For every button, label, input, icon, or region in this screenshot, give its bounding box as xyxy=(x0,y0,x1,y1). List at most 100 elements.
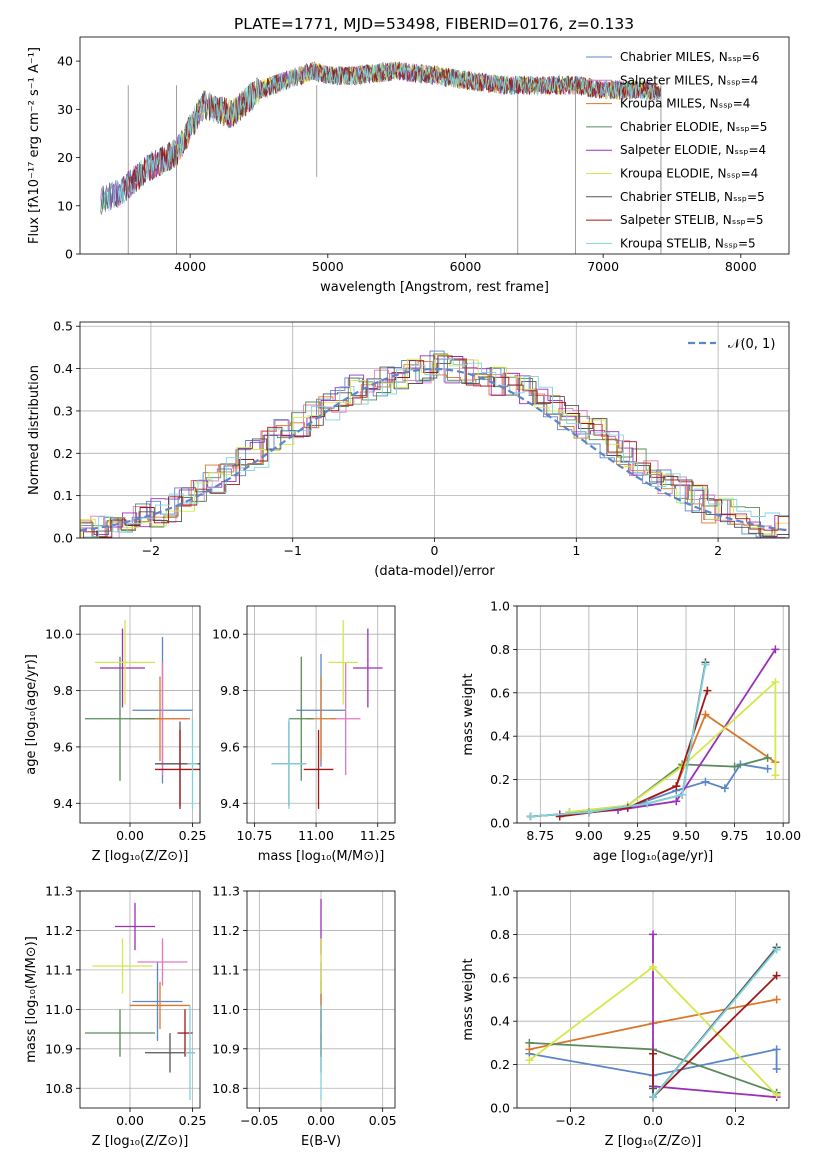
x-tick-label: 8000 xyxy=(725,259,757,274)
mass-weight-marker xyxy=(771,677,780,686)
mass-weight-marker xyxy=(703,686,712,695)
plot-frame xyxy=(246,890,396,1109)
spectra-group xyxy=(100,60,662,254)
legend-entry: Chabrier ELODIE, Nₛₛₚ=5 xyxy=(620,120,767,134)
y-axis-label: mass [log₁₀(M/M⊙)] xyxy=(24,936,39,1063)
y-tick-label: 0.2 xyxy=(53,446,73,461)
x-tick-label: 0.00 xyxy=(116,828,144,843)
y-tick-label: 9.4 xyxy=(53,796,73,811)
plot-frame xyxy=(516,890,790,1109)
y-tick-label: 0.4 xyxy=(490,729,510,744)
legend-entry: Kroupa ELODIE, Nₛₛₚ=4 xyxy=(620,167,758,181)
legend-entry: Kroupa STELIB, Nₛₛₚ=5 xyxy=(620,236,756,250)
mass-weight-line xyxy=(529,1048,778,1077)
x-tick-label: 0.2 xyxy=(725,1113,745,1128)
legend-entry: 𝒩(0, 1) xyxy=(728,337,775,352)
x-tick-label: 0.00 xyxy=(307,1113,335,1128)
mass-weight-marker xyxy=(672,797,681,806)
histogram-step xyxy=(80,360,787,538)
x-tick-label: 9.75 xyxy=(721,828,749,843)
x-tick-label: 9.00 xyxy=(575,828,603,843)
y-axis-label: Flux [fλ10⁻¹⁷ erg cm⁻² s⁻¹ A⁻¹] xyxy=(27,47,42,244)
mass-weight-marker xyxy=(672,782,681,791)
histogram-step xyxy=(84,358,789,538)
y-tick-label: 0.2 xyxy=(490,772,510,787)
y-tick-label: 11.1 xyxy=(212,962,240,977)
x-tick-label: −0.2 xyxy=(555,1113,585,1128)
x-axis-label: Z [log₁₀(Z/Z⊙)] xyxy=(92,1134,189,1149)
x-tick-label: 4000 xyxy=(174,259,206,274)
x-axis-label: wavelength [Angstrom, rest frame] xyxy=(320,280,549,295)
x-axis-label: (data-model)/error xyxy=(374,564,495,579)
x-tick-label: 8.75 xyxy=(526,828,554,843)
x-tick-label: 5000 xyxy=(312,259,344,274)
mass-weight-marker xyxy=(649,1084,657,1093)
mass-weight-marker xyxy=(772,945,781,954)
y-axis-label: age [log₁₀(age/yr)] xyxy=(24,654,39,775)
x-tick-label: 0.00 xyxy=(116,1113,144,1128)
legend-entry: Salpeter ELODIE, Nₛₛₚ=4 xyxy=(620,143,766,157)
x-tick-label: −1 xyxy=(283,543,301,558)
y-tick-label: 0.4 xyxy=(53,361,73,376)
plot-frame xyxy=(79,321,790,539)
y-tick-label: 11.3 xyxy=(212,884,240,899)
x-tick-label: 10.00 xyxy=(765,828,801,843)
y-tick-label: 0.5 xyxy=(53,319,73,334)
y-tick-label: 11.1 xyxy=(45,962,73,977)
histogram-group xyxy=(80,350,789,538)
y-tick-label: 30 xyxy=(57,102,73,117)
y-axis-label: mass weight xyxy=(461,673,476,755)
y-tick-label: 9.8 xyxy=(220,683,240,698)
y-tick-label: 0.8 xyxy=(490,927,510,942)
histogram-step xyxy=(80,353,788,538)
y-tick-label: 11.2 xyxy=(212,923,240,938)
y-tick-label: 11.2 xyxy=(45,923,73,938)
mass-weight-marker xyxy=(678,790,687,799)
legend-entry: Chabrier STELIB, Nₛₛₚ=5 xyxy=(620,190,765,204)
x-tick-label: 11.00 xyxy=(298,828,334,843)
plot-frame xyxy=(246,605,396,824)
y-tick-label: 11.0 xyxy=(212,1002,240,1017)
y-tick-label: 10.0 xyxy=(45,627,73,642)
mass-weight-marker xyxy=(649,1093,657,1102)
x-axis-label: mass [log₁₀(M/M⊙)] xyxy=(258,849,385,864)
y-tick-label: 0.0 xyxy=(490,816,510,831)
mass-weight-marker xyxy=(763,753,772,762)
y-tick-label: 10.8 xyxy=(212,1081,240,1096)
mass-weight-marker xyxy=(772,971,781,980)
y-tick-label: 0.8 xyxy=(490,642,510,657)
x-tick-label: 1 xyxy=(572,543,580,558)
x-tick-label: 2 xyxy=(714,543,722,558)
x-tick-label: −2 xyxy=(142,543,160,558)
y-tick-label: 40 xyxy=(57,54,73,69)
x-tick-label: 10.75 xyxy=(237,828,273,843)
x-axis-label: Z [log₁₀(Z/Z⊙)] xyxy=(92,849,189,864)
y-axis-label: Normed distribution xyxy=(27,365,42,495)
y-tick-label: 9.4 xyxy=(220,796,240,811)
spectrum-line xyxy=(120,62,661,198)
y-tick-label: 11.0 xyxy=(45,1002,73,1017)
y-tick-label: 0 xyxy=(65,247,73,262)
y-tick-label: 10.8 xyxy=(45,1081,73,1096)
mass-weight-marker xyxy=(525,1056,534,1065)
x-tick-label: 0.25 xyxy=(179,1113,207,1128)
y-tick-label: 10 xyxy=(57,198,73,213)
mass-weight-marker xyxy=(701,660,710,669)
y-tick-label: 0.6 xyxy=(490,685,510,700)
y-tick-label: 0.6 xyxy=(490,970,510,985)
y-tick-label: 1.0 xyxy=(490,884,510,899)
x-tick-label: 7000 xyxy=(587,259,619,274)
mass-weight-marker xyxy=(772,1045,781,1054)
histogram-step xyxy=(80,350,785,538)
spectrum-title: PLATE=1771, MJD=53498, FIBERID=0176, z=0… xyxy=(234,15,634,33)
mass-weight-marker xyxy=(525,1038,534,1047)
x-tick-label: 9.25 xyxy=(624,828,652,843)
normal-reference-curve xyxy=(80,367,789,532)
x-tick-label: 0.25 xyxy=(179,828,207,843)
mass-weight-group xyxy=(526,645,780,821)
legend-entry: Chabrier MILES, Nₛₛₚ=6 xyxy=(620,50,760,64)
mass-weight-marker xyxy=(763,764,772,773)
y-axis-label: mass weight xyxy=(461,958,476,1040)
y-tick-label: 0.3 xyxy=(53,403,73,418)
x-tick-label: 11.25 xyxy=(360,828,396,843)
